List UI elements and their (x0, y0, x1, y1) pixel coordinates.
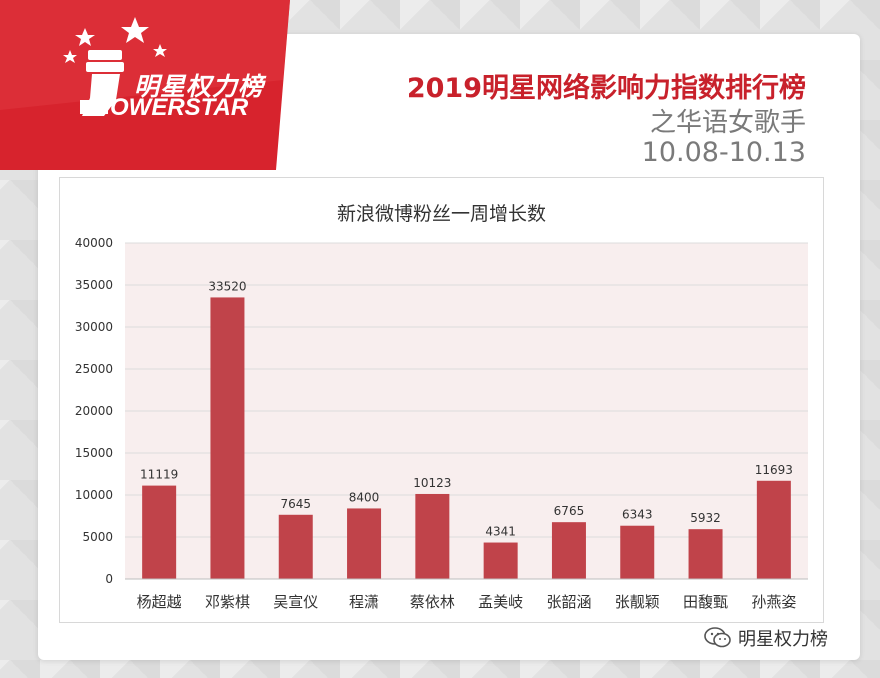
page-subtitle: 之华语女歌手 (649, 108, 806, 138)
data-label: 33520 (208, 279, 246, 293)
fist-icon (80, 50, 124, 116)
star-icon (75, 28, 95, 46)
brand-logo: 明星权力榜 OWERSTAR (0, 0, 300, 170)
watermark-text: 明星权力榜 (738, 629, 828, 650)
date-range: 10.08-10.13 (641, 137, 806, 168)
bar (688, 529, 723, 579)
logo-chinese-text: 明星权力榜 (134, 72, 265, 101)
bar (210, 297, 245, 579)
logo-banner (0, 0, 290, 170)
y-tick-label: 15000 (75, 446, 113, 460)
data-label: 5932 (690, 511, 721, 525)
bar (551, 522, 586, 579)
chart-title: 新浪微博粉丝一周增长数 (337, 203, 546, 225)
bar (756, 480, 791, 579)
x-tick-label: 孟美岐 (478, 593, 523, 611)
x-tick-label: 蔡依林 (410, 593, 455, 611)
data-label: 6765 (554, 504, 585, 518)
y-tick-label: 20000 (75, 404, 113, 418)
bar-chart: 新浪微博粉丝一周增长数 0 5000 10000 15000 20000 25000 3000… (75, 203, 808, 611)
y-tick-label: 5000 (82, 530, 113, 544)
bar (415, 493, 450, 579)
star-icon (63, 50, 77, 63)
x-tick-label: 孙燕姿 (751, 593, 796, 611)
x-tick-label: 程潇 (349, 593, 379, 611)
page-title: 2019明星网络影响力指数排行榜 (406, 73, 806, 104)
star-icon (153, 44, 167, 57)
data-label: 11693 (755, 463, 793, 477)
y-tick-label: 10000 (75, 488, 113, 502)
data-label: 11119 (140, 468, 178, 482)
bar (620, 525, 655, 579)
bar (347, 508, 382, 579)
data-label: 6343 (622, 508, 653, 522)
x-tick-label: 邓紫棋 (205, 593, 250, 611)
bar (278, 514, 313, 579)
x-tick-label: 吴宣仪 (273, 593, 318, 611)
data-label: 4341 (485, 525, 516, 539)
x-tick-label: 张韶涵 (546, 593, 591, 611)
wechat-icon (704, 627, 731, 648)
x-tick-label: 张靓颖 (615, 593, 660, 611)
chart-frame: 新浪微博粉丝一周增长数 0 5000 10000 15000 20000 25000 3000… (59, 177, 824, 623)
y-tick-label: 0 (105, 572, 113, 586)
bar (142, 485, 177, 579)
star-icon (121, 17, 149, 43)
data-label: 7645 (280, 497, 311, 511)
x-tick-label: 杨超越 (137, 593, 182, 611)
y-tick-label: 25000 (75, 362, 113, 376)
y-tick-label: 35000 (75, 278, 113, 292)
x-tick-label: 田馥甄 (683, 593, 728, 611)
bar (483, 542, 518, 579)
data-label: 10123 (413, 476, 451, 490)
data-label: 8400 (349, 490, 380, 504)
logo-english-text: OWERSTAR (110, 94, 249, 121)
y-tick-label: 40000 (75, 236, 113, 250)
watermark: 明星权力榜 (704, 623, 828, 653)
y-tick-label: 30000 (75, 320, 113, 334)
